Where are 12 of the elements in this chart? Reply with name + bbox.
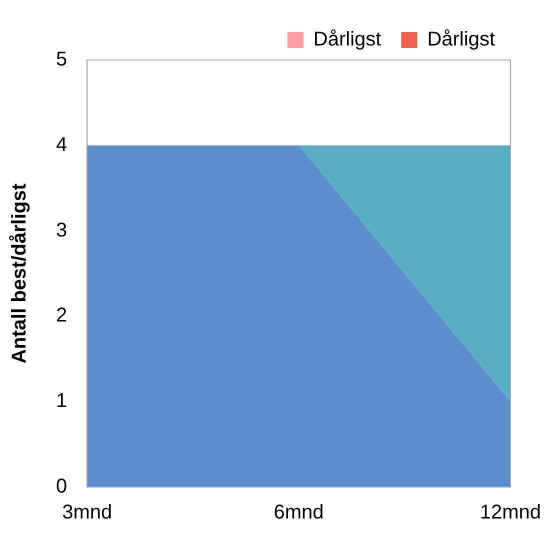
y-axis-title: Antall best/dårligst bbox=[8, 183, 31, 364]
x-tick-label: 12mnd bbox=[480, 502, 541, 524]
legend-label: Dårligst bbox=[427, 28, 496, 51]
y-tick-label: 3 bbox=[56, 219, 68, 242]
x-tick-label: 3mnd bbox=[62, 502, 112, 524]
y-tick-label: 0 bbox=[56, 476, 68, 498]
y-tick-label: 2 bbox=[56, 304, 68, 327]
y-tick-label: 1 bbox=[56, 390, 68, 412]
x-tick-label: 6mnd bbox=[274, 502, 324, 524]
legend-label: Dårligst bbox=[313, 28, 382, 51]
y-tick-label: 4 bbox=[56, 134, 68, 156]
y-tick-label: 5 bbox=[56, 48, 68, 71]
